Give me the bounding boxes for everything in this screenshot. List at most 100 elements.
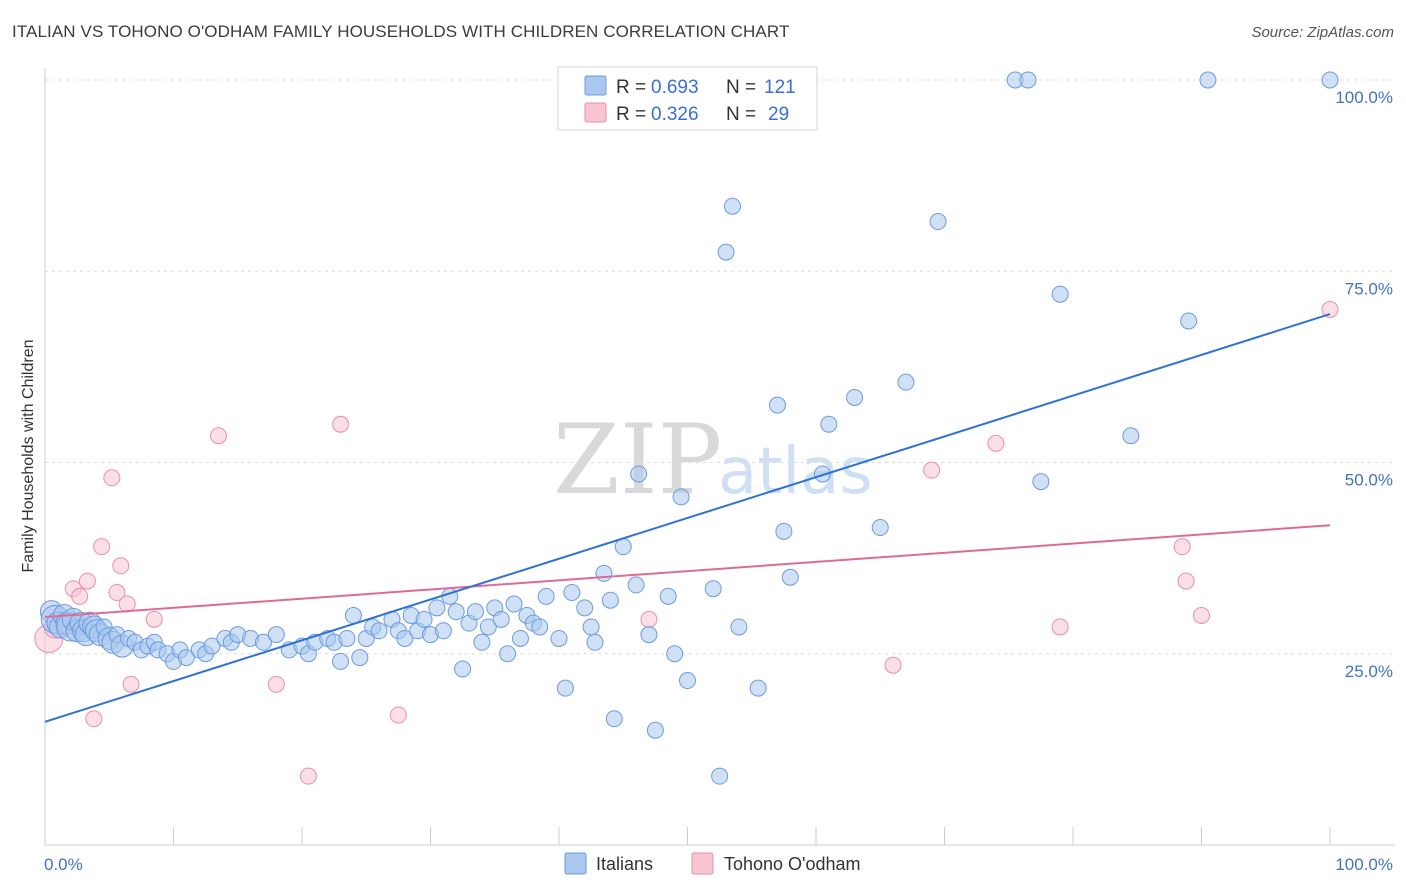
axes xyxy=(44,68,1395,846)
legend-italians-n-value: 121 xyxy=(764,77,796,98)
tohono-point xyxy=(112,557,130,575)
tohono-point xyxy=(1193,607,1210,624)
legend-tohono-n-label: N = xyxy=(726,104,756,125)
chart-title: ITALIAN VS TOHONO O'ODHAM FAMILY HOUSEHO… xyxy=(12,22,790,41)
italians-point xyxy=(396,629,414,647)
italians-point xyxy=(1321,71,1339,89)
italians-point xyxy=(1122,427,1140,445)
italians-point xyxy=(466,603,484,621)
italians-point xyxy=(576,599,594,617)
bottom-legend-italians-swatch xyxy=(564,852,587,875)
italians-point xyxy=(531,618,549,636)
italians-point xyxy=(711,767,729,785)
italians-point xyxy=(846,388,864,406)
tohono-point xyxy=(103,469,121,487)
italians-point xyxy=(338,629,356,647)
source-credit: Source: ZipAtlas.com xyxy=(1251,24,1394,41)
italians-point xyxy=(203,637,221,655)
x-tick-label: 0.0% xyxy=(44,855,83,874)
watermark-zip: ZIP xyxy=(553,404,722,516)
tohono-point xyxy=(1051,618,1069,636)
italians-point xyxy=(351,649,369,667)
tohono-point xyxy=(108,584,126,602)
italians-point xyxy=(627,576,645,594)
correlation-legend: R = 0.693 N = 121 R = 0.326 N = 29 xyxy=(557,66,818,131)
italians-point xyxy=(1019,71,1037,89)
y-tick-label: 100.0% xyxy=(1335,88,1393,107)
x-tick-label: 100.0% xyxy=(1335,855,1393,874)
italians-point xyxy=(1032,473,1050,491)
italians-point xyxy=(254,633,272,651)
tohono-point xyxy=(332,415,350,433)
italians-point xyxy=(586,633,604,651)
tohono-trendline xyxy=(44,524,1331,619)
watermark: ZIP atlas xyxy=(553,404,873,516)
italians-point xyxy=(1180,312,1198,330)
tohono-point xyxy=(267,675,285,693)
tohono-point xyxy=(1321,301,1339,318)
italians-point xyxy=(499,645,517,663)
bottom-legend-italians-label: Italians xyxy=(596,854,653,874)
tohono-point xyxy=(884,656,902,674)
y-tick-label: 75.0% xyxy=(1345,279,1393,298)
italians-point xyxy=(704,580,722,598)
ticks: 25.0% 50.0% 75.0% 100.0% 0.0% 100.0% xyxy=(44,88,1393,874)
tohono-point xyxy=(122,675,140,693)
tohono-point xyxy=(85,710,103,728)
y-tick-label: 50.0% xyxy=(1345,471,1393,490)
italians-point xyxy=(640,626,658,644)
y-axis-label: Family Households with Children xyxy=(20,340,37,573)
italians-point xyxy=(659,587,677,605)
legend-tohono-n-value: 29 xyxy=(768,104,789,125)
tohono-point xyxy=(299,767,317,785)
italians-point xyxy=(630,465,648,483)
tohono-point xyxy=(640,610,658,628)
italians-point xyxy=(415,610,433,628)
tohono-point xyxy=(1177,572,1195,590)
tohono-point xyxy=(923,461,941,479)
grid xyxy=(45,79,1395,655)
italians-point xyxy=(781,568,799,586)
italians-point xyxy=(666,645,684,663)
legend-italians-r-label: R = xyxy=(616,77,646,98)
tohono-point xyxy=(71,587,89,605)
italians-point xyxy=(332,652,350,670)
italians-point xyxy=(563,584,581,602)
legend-tohono-r-value: 0.326 xyxy=(651,104,699,125)
italians-point xyxy=(1199,71,1217,89)
y-tick-label: 25.0% xyxy=(1345,662,1393,681)
tohono-point xyxy=(78,572,96,590)
italians-point xyxy=(556,679,574,697)
italians-point xyxy=(447,603,465,621)
legend-tohono-swatch xyxy=(584,102,607,123)
italians-point xyxy=(672,488,690,506)
legend-tohono-r-label: R = xyxy=(616,104,646,125)
italians-point xyxy=(717,243,735,261)
bottom-legend-tohono-swatch xyxy=(691,852,714,875)
tohono-point xyxy=(145,610,163,628)
italians-point xyxy=(473,633,491,651)
tohono-point xyxy=(1173,538,1191,556)
italians-point xyxy=(454,660,472,678)
italians-point xyxy=(582,618,600,636)
italians-point xyxy=(177,649,195,667)
series-legend: Italians Tohono O'odham xyxy=(564,852,861,875)
italians-point xyxy=(605,710,623,728)
italians-point xyxy=(723,197,741,215)
tohono-point xyxy=(209,427,227,445)
italians-point xyxy=(929,213,947,231)
italians-point xyxy=(267,626,285,644)
italians-point xyxy=(871,519,889,537)
italians-point xyxy=(897,373,915,391)
italians-point xyxy=(601,591,619,609)
italians-point xyxy=(813,465,831,483)
italians-point xyxy=(434,622,452,640)
tohono-point xyxy=(389,706,407,724)
legend-italians-swatch xyxy=(584,75,607,96)
legend-italians-r-value: 0.693 xyxy=(651,77,699,98)
italians-point xyxy=(479,618,497,636)
italians-point xyxy=(820,415,838,433)
italians-point xyxy=(537,587,555,605)
italians-point xyxy=(749,679,767,697)
